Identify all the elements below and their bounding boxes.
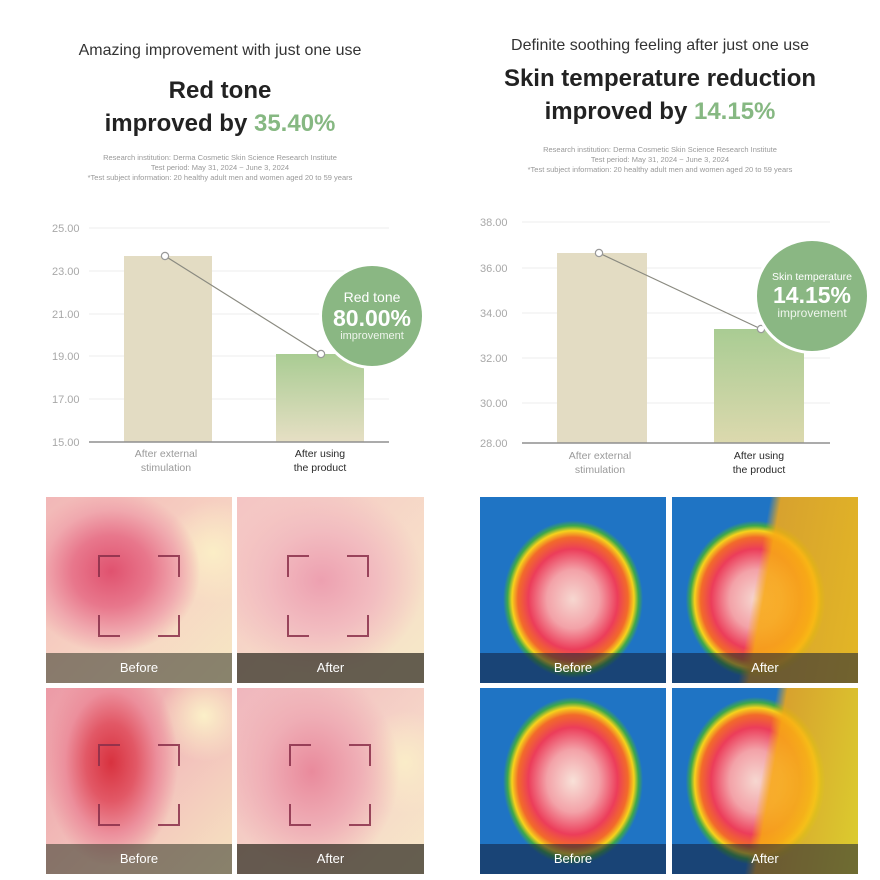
research-institution: Research institution: Derma Cosmetic Ski… (543, 145, 777, 154)
bar-after (276, 354, 364, 442)
category-label-after: After using the product (733, 450, 786, 476)
frame-corner (349, 744, 371, 766)
ytick: 21.00 (52, 309, 80, 321)
right-headline-value: 14.15% (693, 98, 776, 125)
ytick: 15.00 (52, 437, 80, 449)
skin-temperature-panel: Definite soothing feeling after just one… (440, 0, 880, 880)
photo-caption: After (672, 844, 858, 874)
badge-caption: improvement (777, 306, 847, 321)
right-fine-print: Research institution: Derma Cosmetic Ski… (440, 145, 880, 175)
frame-corner (287, 555, 309, 577)
research-institution: Research institution: Derma Cosmetic Ski… (103, 153, 337, 162)
category-label-before: After external stimulation (135, 448, 197, 474)
ytick: 25.00 (52, 223, 80, 235)
thermal-photo-after-2: After (672, 688, 858, 874)
frame-corner (158, 555, 180, 577)
right-headline-line1: Skin temperature reduction (503, 65, 817, 92)
category-label-after: After using the product (294, 448, 347, 474)
photo-after-1: After (237, 497, 424, 683)
red-tone-photo-grid: Before After Before After (46, 497, 424, 874)
frame-corner (98, 744, 120, 766)
skin-temperature-chart: 38.00 36.00 34.00 32.00 30.00 28.00 Afte… (440, 0, 880, 480)
connector-line (598, 252, 762, 330)
badge-label: Skin temperature (772, 270, 852, 283)
photo-before-2: Before (46, 688, 232, 874)
photo-after-2: After (237, 688, 424, 874)
data-point-before (160, 251, 170, 261)
ytick: 19.00 (52, 351, 80, 363)
test-period: Test period: May 31, 2024 ~ June 3, 2024 (150, 163, 290, 172)
photo-caption: After (672, 653, 858, 683)
right-headline: Skin temperature reduction improved by 1… (440, 62, 880, 128)
ytick: 23.00 (52, 266, 80, 278)
connector-line (164, 255, 322, 355)
photo-caption: After (237, 653, 424, 683)
y-axis-ticks: 25.00 23.00 21.00 19.00 17.00 15.00 (52, 223, 80, 449)
frame-corner (289, 744, 311, 766)
photo-before-1: Before (46, 497, 232, 683)
ytick: 28.00 (480, 438, 508, 450)
test-period: Test period: May 31, 2024 ~ June 3, 2024 (590, 155, 730, 164)
frame-corner (347, 615, 369, 637)
frame-corner (98, 615, 120, 637)
left-subtitle: Amazing improvement with just one use (78, 42, 362, 59)
bar-before (124, 256, 212, 442)
photo-caption: Before (46, 653, 232, 683)
ytick: 17.00 (52, 394, 80, 406)
left-headline-prefix: improved by (104, 110, 254, 137)
red-tone-chart-svg: 25.00 23.00 21.00 19.00 17.00 15.00 Afte… (52, 223, 389, 474)
frame-corner (289, 804, 311, 826)
badge-caption: improvement (340, 329, 404, 342)
improvement-badge: Skin temperature 14.15% improvement (754, 238, 870, 354)
badge-label: Red tone (343, 289, 401, 306)
badge-value: 80.00% (332, 304, 411, 331)
badge-value: 14.15% (772, 282, 851, 309)
thermal-photo-after-1: After (672, 497, 858, 683)
thermal-photo-before-1: Before (480, 497, 666, 683)
left-fine-print: Research institution: Derma Cosmetic Ski… (0, 153, 440, 183)
thermal-photo-grid: Before After Before After (480, 497, 858, 874)
frame-corner (347, 555, 369, 577)
left-headline: Red tone improved by 35.40% (0, 74, 440, 140)
right-subtitle: Definite soothing feeling after just one… (511, 37, 809, 54)
improvement-badge: Red tone 80.00% improvement (319, 263, 425, 369)
frame-corner (158, 804, 180, 826)
ytick: 30.00 (480, 398, 508, 410)
photo-caption: After (237, 844, 424, 874)
ytick: 36.00 (480, 263, 508, 275)
data-point-after (316, 349, 326, 359)
red-tone-chart: 25.00 23.00 21.00 19.00 17.00 15.00 Afte… (0, 0, 440, 480)
frame-corner (98, 804, 120, 826)
thermal-photo-before-2: Before (480, 688, 666, 874)
data-point-before (594, 248, 604, 258)
photo-caption: Before (46, 844, 232, 874)
y-axis-ticks: 38.00 36.00 34.00 32.00 30.00 28.00 (480, 217, 508, 450)
ytick: 38.00 (480, 217, 508, 229)
frame-corner (158, 744, 180, 766)
red-tone-panel: Amazing improvement with just one use Re… (0, 0, 440, 874)
ytick: 32.00 (480, 353, 508, 365)
left-headline-value: 35.40% (253, 110, 336, 137)
left-headline-line1: Red tone (168, 77, 272, 104)
right-headline-line2: improved by 14.15% (440, 95, 880, 128)
right-headline-prefix: improved by (544, 98, 694, 125)
frame-corner (158, 615, 180, 637)
test-subjects: *Test subject information: 20 healthy ad… (527, 165, 793, 174)
bar-before (557, 253, 647, 443)
test-subjects: *Test subject information: 20 healthy ad… (87, 173, 353, 182)
frame-corner (287, 615, 309, 637)
ytick: 34.00 (480, 308, 508, 320)
category-label-before: After external stimulation (569, 450, 631, 476)
frame-corner (349, 804, 371, 826)
photo-caption: Before (480, 844, 666, 874)
photo-caption: Before (480, 653, 666, 683)
left-headline-line2: improved by 35.40% (0, 107, 440, 140)
frame-corner (98, 555, 120, 577)
